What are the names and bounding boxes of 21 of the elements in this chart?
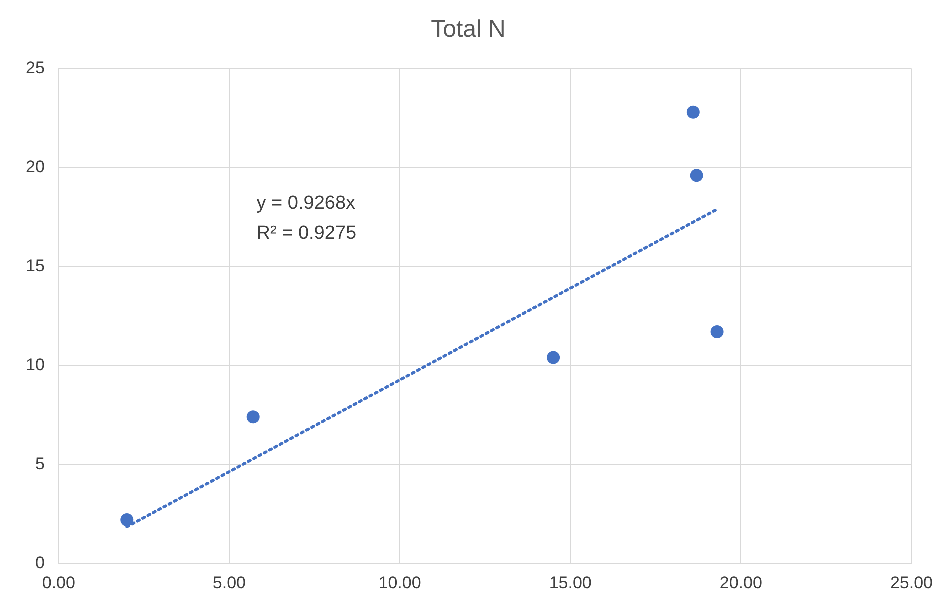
point — [710, 326, 724, 339]
point — [120, 514, 134, 527]
x-tick-label: 10.00 — [378, 573, 422, 592]
x-tick-label: 5.00 — [212, 573, 246, 592]
y-tick-label: 25 — [26, 58, 45, 78]
x-tick-label: 0.00 — [42, 573, 76, 592]
y-tick-label: 5 — [35, 454, 45, 474]
y-tick-label: 10 — [26, 355, 45, 374]
point — [686, 106, 700, 119]
point — [246, 410, 260, 424]
chart-title: Total N — [431, 16, 506, 44]
annotation: R² = 0.9275 — [256, 223, 357, 244]
point — [690, 169, 704, 182]
point — [547, 351, 560, 364]
x-tick-label: 25.00 — [890, 573, 934, 592]
x-tick-label: 20.00 — [720, 573, 762, 592]
y-tick-label: 15 — [26, 256, 45, 276]
annotation: y = 0.9268x — [256, 193, 356, 214]
y-tick-label: 20 — [26, 157, 45, 176]
y-tick-label: 0 — [35, 553, 45, 572]
x-tick-label: 15.00 — [549, 573, 592, 592]
